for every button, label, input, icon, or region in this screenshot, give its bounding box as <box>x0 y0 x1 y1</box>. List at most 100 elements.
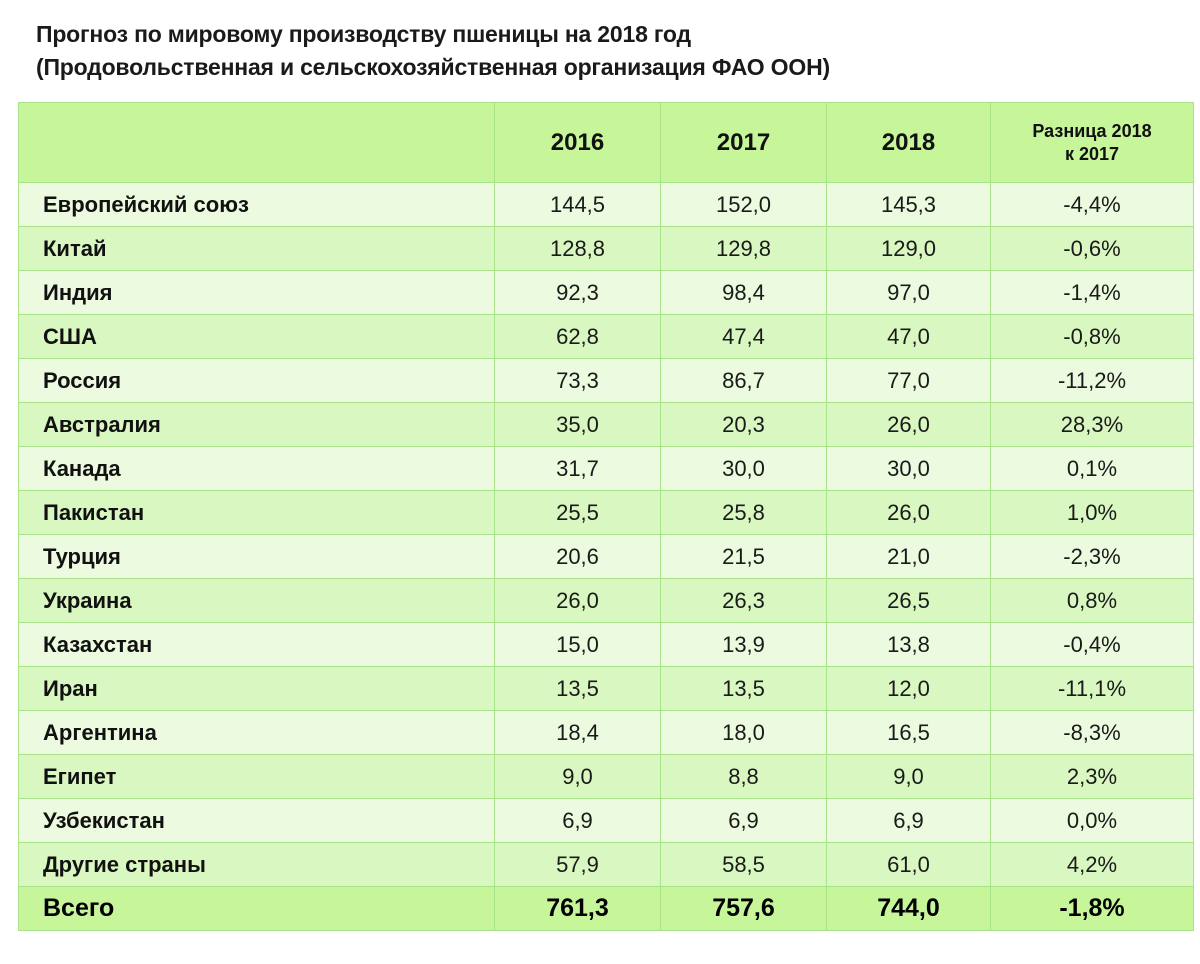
value-2016: 25,5 <box>494 490 661 535</box>
difference-value: -0,8% <box>990 314 1194 359</box>
value-2018: 26,5 <box>826 578 991 623</box>
total-country-name: Всего <box>18 886 495 931</box>
value-2017: 152,0 <box>660 182 827 227</box>
country-name: Индия <box>18 270 495 315</box>
table-row: Европейский союз 144,5 152,0 145,3 -4,4% <box>18 182 1194 227</box>
value-2017: 86,7 <box>660 358 827 403</box>
header-2018: 2018 <box>826 102 991 183</box>
difference-value: -8,3% <box>990 710 1194 755</box>
table-row: Аргентина 18,4 18,0 16,5 -8,3% <box>18 710 1194 755</box>
country-name: Европейский союз <box>18 182 495 227</box>
value-2018: 129,0 <box>826 226 991 271</box>
value-2017: 98,4 <box>660 270 827 315</box>
difference-value: 28,3% <box>990 402 1194 447</box>
value-2016: 9,0 <box>494 754 661 799</box>
country-name: Египет <box>18 754 495 799</box>
value-2017: 58,5 <box>660 842 827 887</box>
table-row: Пакистан 25,5 25,8 26,0 1,0% <box>18 490 1194 535</box>
difference-value: 0,0% <box>990 798 1194 843</box>
value-2018: 9,0 <box>826 754 991 799</box>
value-2017: 47,4 <box>660 314 827 359</box>
value-2018: 97,0 <box>826 270 991 315</box>
value-2017: 13,9 <box>660 622 827 667</box>
value-2017: 21,5 <box>660 534 827 579</box>
header-difference-line-1: Разница 2018 <box>1032 120 1152 141</box>
table-row: Иран 13,5 13,5 12,0 -11,1% <box>18 666 1194 711</box>
value-2016: 15,0 <box>494 622 661 667</box>
total-difference-value: -1,8% <box>990 886 1194 931</box>
value-2016: 128,8 <box>494 226 661 271</box>
value-2016: 31,7 <box>494 446 661 491</box>
value-2016: 35,0 <box>494 402 661 447</box>
page-title: Прогноз по мировому производству пшеницы… <box>36 18 830 84</box>
value-2017: 18,0 <box>660 710 827 755</box>
value-2017: 8,8 <box>660 754 827 799</box>
difference-value: -4,4% <box>990 182 1194 227</box>
value-2017: 6,9 <box>660 798 827 843</box>
total-value-2016: 761,3 <box>494 886 661 931</box>
header-difference-line-2: к 2017 <box>1064 143 1120 164</box>
value-2016: 18,4 <box>494 710 661 755</box>
table-row: Канада 31,7 30,0 30,0 0,1% <box>18 446 1194 491</box>
country-name: Аргентина <box>18 710 495 755</box>
country-name: Турция <box>18 534 495 579</box>
country-name: Китай <box>18 226 495 271</box>
table-row: США 62,8 47,4 47,0 -0,8% <box>18 314 1194 359</box>
value-2018: 47,0 <box>826 314 991 359</box>
difference-value: -1,4% <box>990 270 1194 315</box>
table-row: Египет 9,0 8,8 9,0 2,3% <box>18 754 1194 799</box>
difference-value: -2,3% <box>990 534 1194 579</box>
header-row: 2016 2017 2018 Разница 2018 к 2017 <box>18 102 1194 183</box>
value-2017: 30,0 <box>660 446 827 491</box>
table-row: Россия 73,3 86,7 77,0 -11,2% <box>18 358 1194 403</box>
title-line-1: Прогноз по мировому производству пшеницы… <box>36 21 691 47</box>
value-2016: 73,3 <box>494 358 661 403</box>
value-2016: 57,9 <box>494 842 661 887</box>
header-2017: 2017 <box>660 102 827 183</box>
table-row: Китай 128,8 129,8 129,0 -0,6% <box>18 226 1194 271</box>
value-2018: 12,0 <box>826 666 991 711</box>
value-2017: 25,8 <box>660 490 827 535</box>
total-value-2018: 744,0 <box>826 886 991 931</box>
table-row: Индия 92,3 98,4 97,0 -1,4% <box>18 270 1194 315</box>
title-line-2: (Продовольственная и сельскохозяйственна… <box>36 54 830 80</box>
difference-value: 0,8% <box>990 578 1194 623</box>
value-2016: 26,0 <box>494 578 661 623</box>
value-2018: 77,0 <box>826 358 991 403</box>
table-row: Турция 20,6 21,5 21,0 -2,3% <box>18 534 1194 579</box>
value-2017: 13,5 <box>660 666 827 711</box>
value-2016: 144,5 <box>494 182 661 227</box>
country-name: Россия <box>18 358 495 403</box>
total-row: Всего 761,3 757,6 744,0 -1,8% <box>18 886 1194 931</box>
value-2018: 26,0 <box>826 402 991 447</box>
value-2018: 26,0 <box>826 490 991 535</box>
difference-value: -0,4% <box>990 622 1194 667</box>
country-name: Узбекистан <box>18 798 495 843</box>
value-2018: 6,9 <box>826 798 991 843</box>
table-row: Австралия 35,0 20,3 26,0 28,3% <box>18 402 1194 447</box>
country-name: США <box>18 314 495 359</box>
total-value-2017: 757,6 <box>660 886 827 931</box>
header-2016: 2016 <box>494 102 661 183</box>
table-row: Украина 26,0 26,3 26,5 0,8% <box>18 578 1194 623</box>
difference-value: 4,2% <box>990 842 1194 887</box>
value-2017: 20,3 <box>660 402 827 447</box>
value-2018: 21,0 <box>826 534 991 579</box>
wheat-production-table: 2016 2017 2018 Разница 2018 к 2017 Европ… <box>18 102 1194 931</box>
difference-value: 1,0% <box>990 490 1194 535</box>
header-difference: Разница 2018 к 2017 <box>990 102 1194 183</box>
country-name: Другие страны <box>18 842 495 887</box>
value-2018: 13,8 <box>826 622 991 667</box>
value-2017: 26,3 <box>660 578 827 623</box>
difference-value: -11,1% <box>990 666 1194 711</box>
difference-value: -11,2% <box>990 358 1194 403</box>
value-2017: 129,8 <box>660 226 827 271</box>
difference-value: 2,3% <box>990 754 1194 799</box>
value-2016: 20,6 <box>494 534 661 579</box>
value-2018: 145,3 <box>826 182 991 227</box>
country-name: Австралия <box>18 402 495 447</box>
value-2016: 13,5 <box>494 666 661 711</box>
country-name: Канада <box>18 446 495 491</box>
country-name: Украина <box>18 578 495 623</box>
table-row: Другие страны 57,9 58,5 61,0 4,2% <box>18 842 1194 887</box>
